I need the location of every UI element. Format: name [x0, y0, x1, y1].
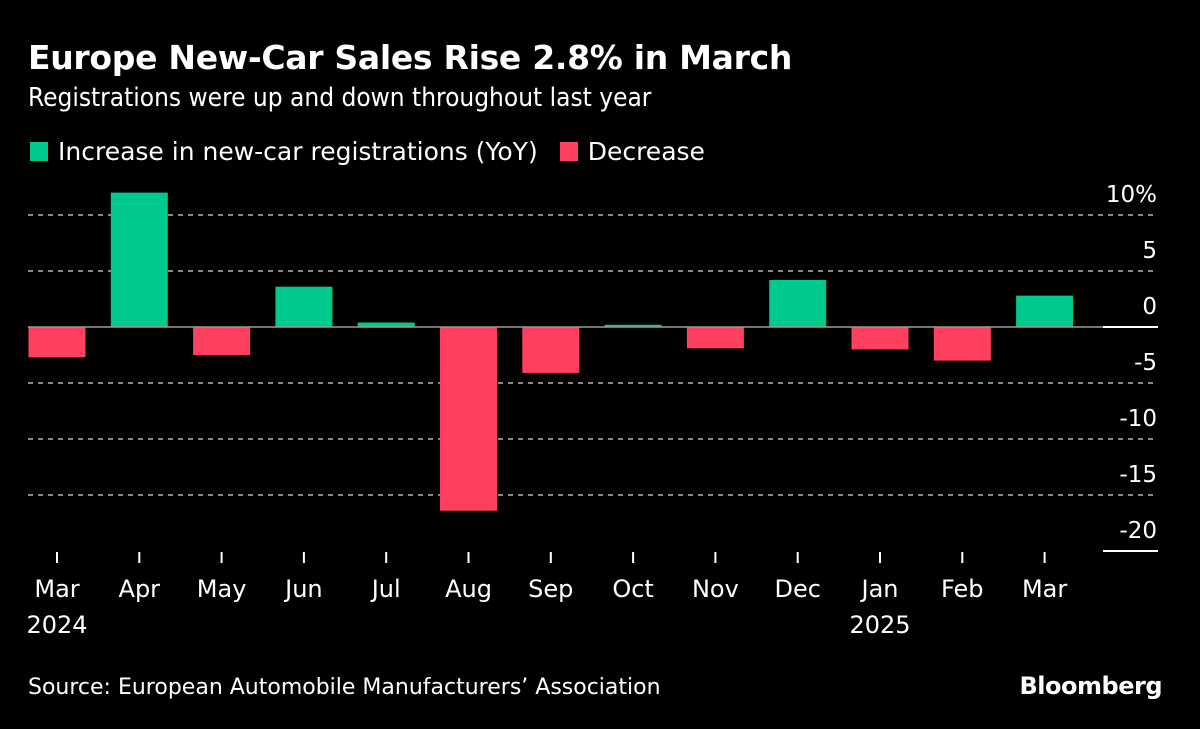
y-tick-label: 0 [1142, 294, 1157, 320]
x-tick-label: Apr [119, 575, 161, 603]
bar-increase [357, 322, 415, 327]
chart-title: Europe New-Car Sales Rise 2.8% in March [28, 38, 793, 77]
legend-item-increase: Increase in new-car registrations (YoY) [30, 137, 538, 166]
legend-label-increase: Increase in new-car registrations (YoY) [58, 137, 538, 166]
bar-increase [275, 286, 333, 327]
y-tick-label: 5 [1142, 238, 1157, 264]
bar-increase [1016, 295, 1074, 327]
bar-decrease [522, 327, 580, 373]
x-tick-label: Nov [692, 575, 739, 603]
bar-decrease [28, 327, 86, 358]
x-axis: Mar 2024 Apr May Jun Jul Aug Sep Oct Nov Dec Jan 202… [26, 552, 1067, 639]
x-tick-label: Aug [445, 575, 492, 603]
x-tick-label: Oct [612, 575, 654, 603]
x-tick-label: Dec [774, 575, 820, 603]
x-tick-label: Jun [283, 575, 323, 603]
legend-item-decrease: Decrease [559, 137, 705, 166]
y-tick-label: 10% [1106, 182, 1157, 208]
y-tick-label: -20 [1119, 518, 1157, 544]
x-tick-label: Feb [941, 575, 984, 603]
bars [28, 192, 1074, 511]
grid-lines [28, 214, 1158, 552]
y-axis: 10% 5 0 -5 -10 -15 -20 [1106, 182, 1157, 544]
bar-decrease [851, 327, 909, 350]
source-note: Source: European Automobile Manufacturer… [28, 675, 661, 700]
x-tick-label: Sep [528, 575, 573, 603]
chart-subtitle: Registrations were up and down throughou… [28, 83, 652, 113]
legend-swatch-decrease [559, 142, 578, 161]
bar-decrease [686, 327, 744, 349]
bar-decrease [193, 327, 251, 355]
bar-decrease [933, 327, 991, 361]
bar-increase [604, 324, 662, 327]
y-tick-label: -5 [1134, 350, 1157, 376]
bar-decrease [440, 327, 497, 511]
bar-increase [769, 279, 827, 327]
legend-label-decrease: Decrease [587, 137, 705, 166]
bloomberg-logo: Bloomberg [1019, 672, 1163, 700]
y-tick-label: -15 [1119, 462, 1157, 488]
x-tick-label: Jan [860, 575, 899, 603]
x-year-label: 2025 [849, 611, 910, 639]
legend: Increase in new-car registrations (YoY) … [30, 137, 727, 166]
x-tick-label: Mar [1022, 575, 1067, 603]
bar-increase [110, 192, 168, 327]
y-tick-label: -10 [1119, 406, 1157, 432]
x-tick-label: Jul [370, 575, 401, 603]
x-year-label: 2024 [26, 611, 87, 639]
x-tick-label: Mar [34, 575, 79, 603]
x-tick-label: May [197, 575, 247, 603]
legend-swatch-increase [30, 142, 48, 161]
